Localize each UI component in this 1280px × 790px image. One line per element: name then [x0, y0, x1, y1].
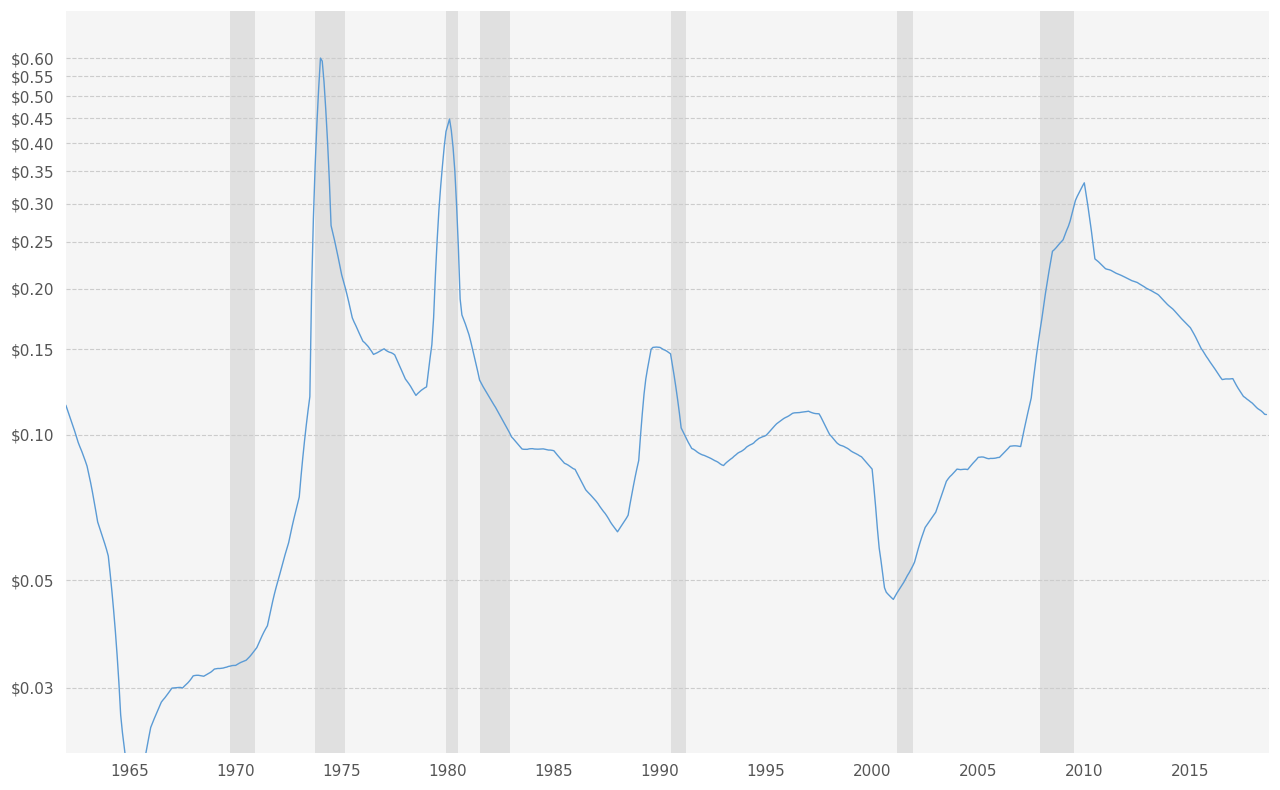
Bar: [230, 11, 255, 753]
Bar: [445, 11, 458, 753]
Bar: [897, 11, 913, 753]
Bar: [671, 11, 686, 753]
Bar: [1041, 11, 1074, 753]
Bar: [480, 11, 509, 753]
Bar: [315, 11, 346, 753]
